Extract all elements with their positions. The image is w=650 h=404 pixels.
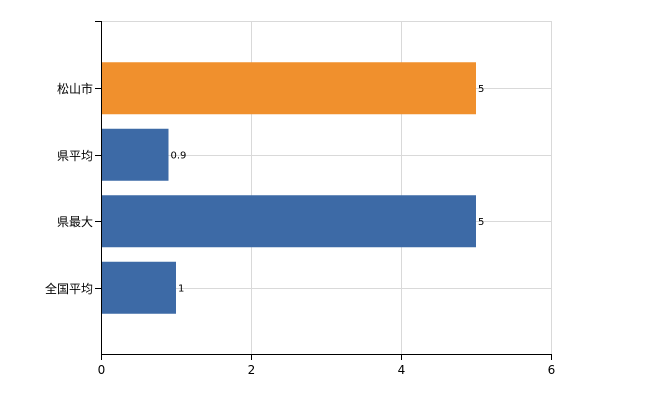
y-tick-label-1: 県平均 <box>57 149 93 163</box>
bar-3 <box>101 261 176 314</box>
bar-2 <box>101 195 476 248</box>
y-tick-label-0: 松山市 <box>57 81 93 96</box>
data-label-3: 1 <box>178 283 184 294</box>
y-tick-label-2: 県最大 <box>57 215 93 229</box>
bar-layer <box>101 62 476 314</box>
data-label-1: 0.9 <box>171 150 187 161</box>
x-tick-label-1: 2 <box>248 363 256 377</box>
y-tick-label-3: 全国平均 <box>45 281 93 296</box>
x-tick-label-2: 4 <box>398 363 406 377</box>
bar-0 <box>101 62 476 115</box>
x-tick-label-0: 0 <box>98 363 106 377</box>
data-label-0: 5 <box>478 84 484 95</box>
data-label-2: 5 <box>478 217 484 228</box>
x-tick-label-3: 6 <box>548 363 556 377</box>
axis-layer <box>95 21 552 360</box>
bar-1 <box>101 128 169 181</box>
